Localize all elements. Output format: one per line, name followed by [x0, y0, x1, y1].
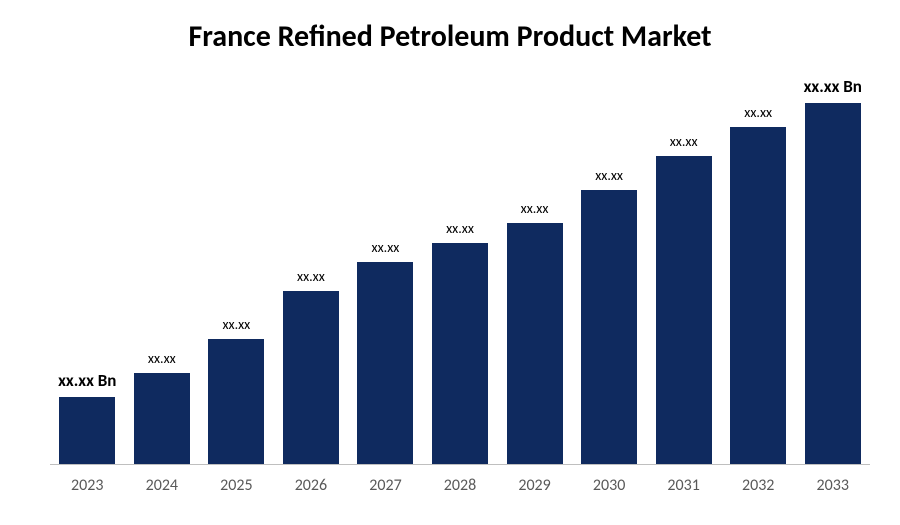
- x-axis-label: 2026: [282, 476, 341, 495]
- chart-title: France Refined Petroleum Product Market: [0, 0, 900, 55]
- bar-value-label: xx.xx: [595, 167, 623, 184]
- bar: [507, 223, 563, 464]
- bar-wrapper: xx.xx: [580, 190, 639, 464]
- x-axis-label: 2033: [803, 476, 862, 495]
- bar: [805, 103, 861, 464]
- bar-wrapper: xx.xx: [133, 373, 192, 464]
- chart-plot-area: xx.xx Bn xx.xx xx.xx xx.xx xx.xx xx.xx xx.xx xx…: [50, 80, 870, 465]
- bar-value-label: xx.xx: [744, 104, 772, 121]
- bar-wrapper: xx.xx: [654, 156, 713, 464]
- bar: [432, 243, 488, 464]
- bar-wrapper: xx.xx: [729, 127, 788, 464]
- bar: [208, 339, 264, 464]
- bar-wrapper: xx.xx Bn: [803, 103, 862, 464]
- bar: [134, 373, 190, 464]
- bar-value-label: xx.xx: [222, 316, 250, 333]
- x-axis-label: 2023: [58, 476, 117, 495]
- bar-wrapper: xx.xx: [282, 291, 341, 464]
- bar-value-label: xx.xx: [148, 350, 176, 367]
- x-axis-label: 2027: [356, 476, 415, 495]
- bars-container: xx.xx Bn xx.xx xx.xx xx.xx xx.xx xx.xx xx.xx xx…: [50, 80, 870, 465]
- x-axis-label: 2030: [580, 476, 639, 495]
- x-axis-label: 2028: [431, 476, 490, 495]
- bar: [59, 397, 115, 464]
- x-axis: 2023 2024 2025 2026 2027 2028 2029 2030 2031 2032…: [50, 476, 870, 495]
- bar-value-label: xx.xx: [297, 268, 325, 285]
- bar-value-label: xx.xx: [372, 239, 400, 256]
- bar: [730, 127, 786, 464]
- bar: [656, 156, 712, 464]
- bar-wrapper: xx.xx Bn: [58, 397, 117, 464]
- bar: [283, 291, 339, 464]
- bar-wrapper: xx.xx: [207, 339, 266, 464]
- bar: [357, 262, 413, 464]
- bar-value-label: xx.xx: [446, 220, 474, 237]
- x-axis-label: 2031: [654, 476, 713, 495]
- bar-wrapper: xx.xx: [505, 223, 564, 464]
- bar-wrapper: xx.xx: [356, 262, 415, 464]
- bar-value-label: xx.xx: [670, 133, 698, 150]
- x-axis-label: 2029: [505, 476, 564, 495]
- x-axis-label: 2025: [207, 476, 266, 495]
- x-axis-label: 2024: [133, 476, 192, 495]
- bar-value-label: xx.xx: [521, 200, 549, 217]
- x-axis-label: 2032: [729, 476, 788, 495]
- bar-wrapper: xx.xx: [431, 243, 490, 464]
- bar-value-label: xx.xx Bn: [58, 370, 116, 391]
- bar: [581, 190, 637, 464]
- bar-value-label: xx.xx Bn: [804, 76, 862, 97]
